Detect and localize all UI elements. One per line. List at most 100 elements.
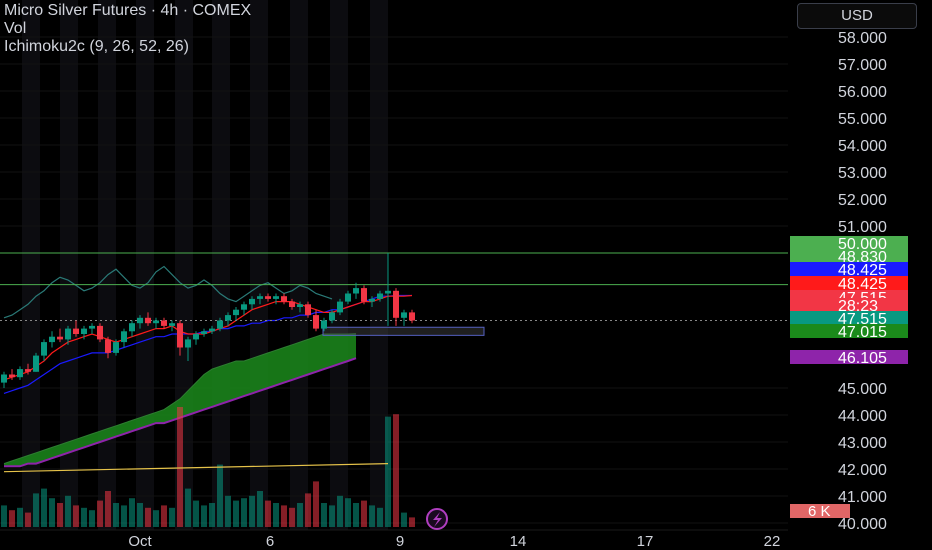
volume-bar — [273, 503, 279, 527]
volume-bar — [185, 488, 191, 527]
candle-body — [9, 374, 15, 378]
price-badge-label: 47.515 — [838, 311, 887, 328]
candle-body — [33, 355, 39, 372]
price-badge — [790, 324, 908, 338]
price-badge-label: 28:23 — [838, 298, 878, 315]
volume-bar — [73, 505, 79, 527]
volume-badge — [790, 504, 850, 518]
volume-bar — [345, 498, 351, 527]
volume-bar — [145, 507, 151, 527]
candle-body — [57, 336, 63, 340]
candle-body — [161, 320, 167, 326]
candle-body — [281, 296, 287, 302]
indicator-label[interactable]: Ichimoku2c (9, 26, 52, 26) — [4, 38, 189, 55]
candle-body — [121, 331, 127, 343]
symbol-title[interactable]: Micro Silver Futures · 4h · COMEX — [4, 2, 252, 19]
volume-bar — [9, 510, 15, 527]
span-a-line — [3, 333, 357, 465]
volume-bar — [33, 493, 39, 527]
price-badge-label: 48.425 — [838, 276, 887, 293]
time-axis-label: 9 — [396, 533, 404, 550]
range-box[interactable] — [322, 326, 485, 336]
volume-bar — [321, 503, 327, 527]
price-badge — [790, 236, 908, 250]
candle-body — [329, 312, 335, 321]
price-tick-label: 43.000 — [838, 435, 887, 452]
candle-body — [49, 336, 55, 343]
candle-body — [113, 342, 119, 353]
candle-body — [209, 328, 215, 332]
candle-body — [361, 288, 367, 302]
candle-body — [73, 328, 79, 334]
price-tick-label: 45.000 — [838, 381, 887, 398]
candle-body — [217, 320, 223, 329]
price-tick-label: 56.000 — [838, 84, 887, 101]
candle-body — [145, 317, 151, 324]
volume-bar — [113, 503, 119, 527]
volume-bar — [241, 498, 247, 527]
candle-body — [401, 312, 407, 318]
price-badge — [790, 298, 908, 312]
currency-button[interactable]: USD — [797, 3, 917, 29]
price-tick-label: 52.000 — [838, 192, 887, 209]
candle-body — [305, 304, 311, 316]
candle-body — [177, 323, 183, 348]
volume-bar — [297, 503, 303, 527]
candle-body — [81, 328, 87, 334]
price-badge-label: 48.830 — [838, 249, 887, 266]
trend-line[interactable] — [3, 463, 389, 473]
candle-body — [1, 374, 7, 383]
candle-body — [65, 328, 71, 340]
volume-bar — [377, 507, 383, 527]
candle-body — [25, 369, 31, 372]
price-badge — [790, 262, 908, 276]
volume-bar — [65, 495, 71, 527]
candle-body — [353, 288, 359, 294]
volume-badge-label: 6 K — [808, 503, 831, 520]
volume-bar — [17, 507, 23, 527]
candle-body — [297, 304, 303, 307]
volume-bar — [193, 500, 199, 527]
price-tick-label: 42.000 — [838, 462, 887, 479]
candle-body — [137, 317, 143, 324]
volume-bar — [393, 414, 399, 527]
volume-bar — [361, 500, 367, 527]
volume-bar — [281, 505, 287, 527]
session-band — [330, 0, 348, 530]
lagging-span — [3, 265, 333, 319]
volume-bar — [57, 503, 63, 527]
price-badge-label: 46.105 — [838, 350, 887, 367]
candle-body — [313, 315, 319, 329]
time-axis-label: 6 — [266, 533, 274, 550]
candle-body — [185, 339, 191, 348]
session-band — [212, 0, 230, 530]
volume-bar — [161, 505, 167, 527]
volume-bar — [25, 512, 31, 527]
volume-label[interactable]: Vol — [4, 20, 27, 37]
time-axis-label: Oct — [128, 533, 152, 550]
candle-body — [377, 293, 383, 299]
volume-bar — [329, 505, 335, 527]
price-tick-label: 58.000 — [838, 30, 887, 47]
ichimoku-cloud — [4, 333, 356, 467]
volume-bar — [401, 512, 407, 527]
volume-bar — [217, 464, 223, 527]
candle-body — [97, 325, 103, 340]
volume-bar — [105, 491, 111, 527]
volume-bar — [81, 507, 87, 527]
session-band — [290, 0, 308, 530]
price-tick-label: 44.000 — [838, 408, 887, 425]
price-badge — [790, 276, 908, 290]
candle-body — [385, 290, 391, 294]
time-axis-label: 22 — [764, 533, 781, 550]
volume-bar — [265, 500, 271, 527]
candle-body — [409, 312, 415, 321]
candle-body — [193, 334, 199, 340]
price-badge-label: 48.425 — [838, 262, 887, 279]
volume-bar — [233, 500, 239, 527]
price-badge — [790, 350, 908, 364]
volume-bar — [337, 495, 343, 527]
session-band — [250, 0, 268, 530]
volume-bar — [121, 505, 127, 527]
